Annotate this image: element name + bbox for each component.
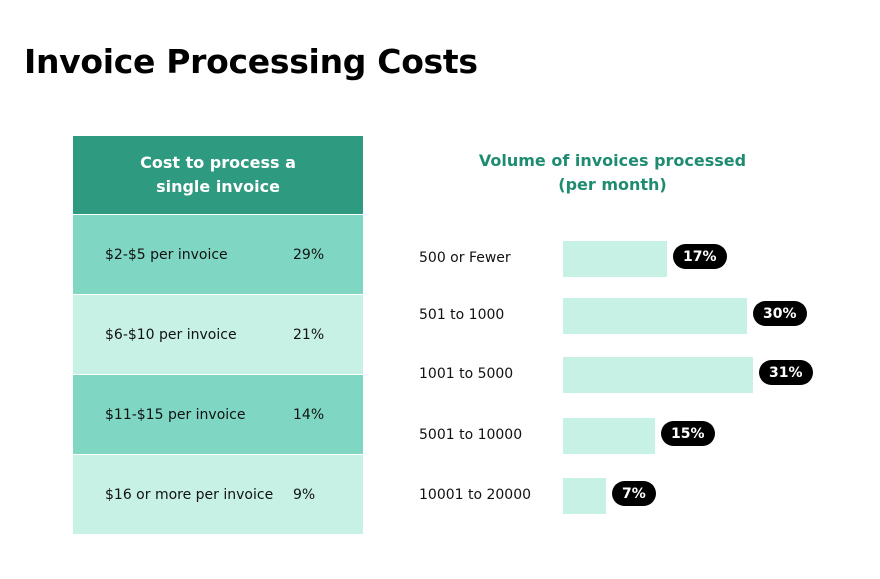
volume-chart-title: Volume of invoices processed (per month) xyxy=(478,151,747,194)
volume-bar xyxy=(563,418,655,454)
value-label: 30% xyxy=(753,301,807,326)
table-row: $16 or more per invoice 9% xyxy=(73,454,363,534)
volume-bar xyxy=(563,241,667,277)
cost-percentage: 21% xyxy=(293,326,325,343)
category-label: 10001 to 20000 xyxy=(419,487,532,503)
table-row: $11-$15 per invoice 14% xyxy=(73,374,363,454)
volume-bar xyxy=(563,357,753,393)
cost-percentage: 14% xyxy=(293,406,325,423)
category-label: 501 to 1000 xyxy=(419,307,505,323)
category-label: 5001 to 10000 xyxy=(419,427,523,443)
value-label: 7% xyxy=(612,481,656,506)
category-label: 500 or Fewer xyxy=(419,250,511,266)
page-title: Invoice Processing Costs xyxy=(24,42,478,81)
value-label: 17% xyxy=(673,244,727,269)
cost-range-label: $11-$15 per invoice xyxy=(105,406,246,423)
cost-range-label: $6-$10 per invoice xyxy=(105,326,237,343)
cost-percentage: 29% xyxy=(293,246,325,263)
volume-bar xyxy=(563,298,747,334)
cost-table: Cost to process a single invoice $2-$5 p… xyxy=(73,136,363,534)
cost-range-label: $16 or more per invoice xyxy=(105,486,274,503)
table-row: $6-$10 per invoice 21% xyxy=(73,294,363,374)
volume-bar xyxy=(563,478,606,514)
category-label: 1001 to 5000 xyxy=(419,366,514,382)
table-row: $2-$5 per invoice 29% xyxy=(73,214,363,294)
cost-percentage: 9% xyxy=(293,486,316,503)
cost-table-header: Cost to process a single invoice xyxy=(73,136,363,214)
value-label: 15% xyxy=(661,421,715,446)
cost-range-label: $2-$5 per invoice xyxy=(105,246,228,263)
value-label: 31% xyxy=(759,360,813,385)
